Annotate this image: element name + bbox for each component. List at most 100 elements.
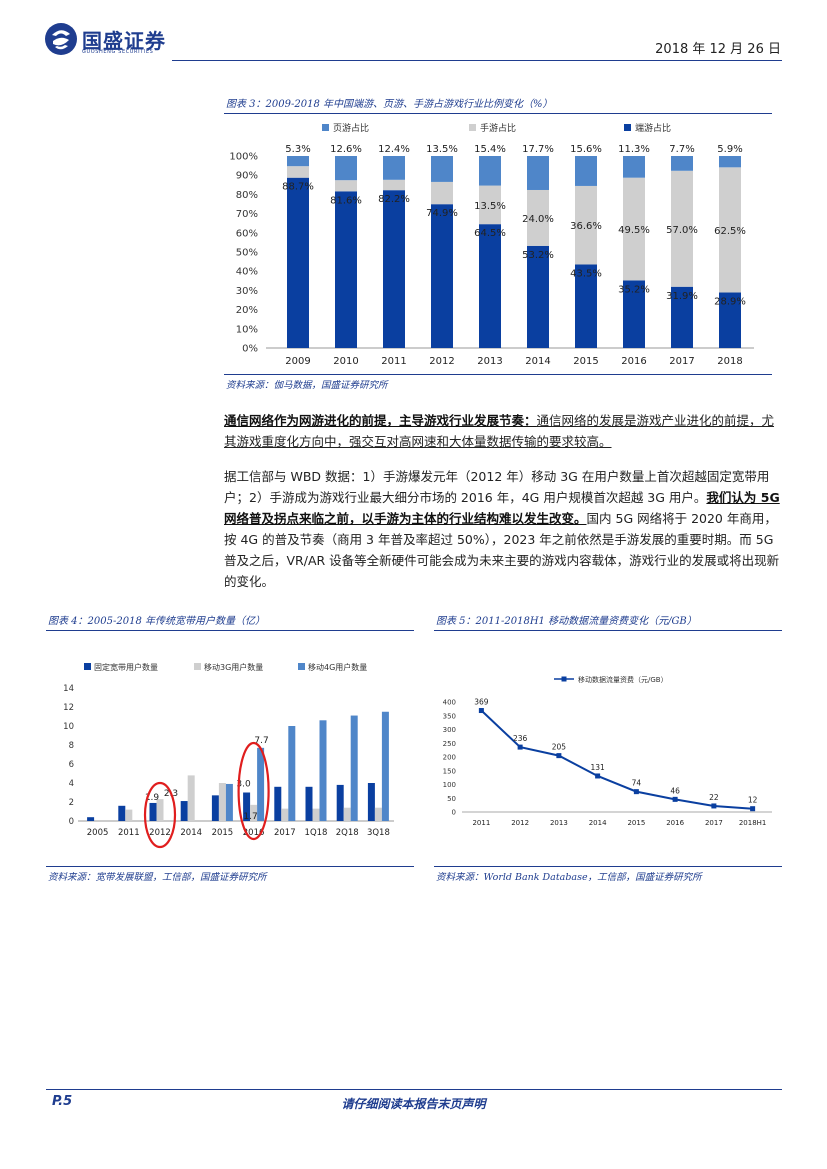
x-tick-label: 2015 bbox=[627, 819, 645, 827]
paragraph-5g-intro: 据工信部与 WBD 数据：1）手游爆发元年（2012 年）移动 3G 在用户数量… bbox=[224, 469, 770, 505]
bar bbox=[243, 792, 251, 821]
figure5-source: 资料来源：World Bank Database，工信部，国盛证券研究所 bbox=[436, 872, 702, 883]
legend-marker bbox=[561, 676, 567, 682]
data-label: 82.2% bbox=[378, 194, 410, 205]
figure3-stacked-bar-chart: 页游占比 手游占比 端游占比 0% 10% 20% 30% 40% 50% 60% 70% 80% 9… bbox=[229, 122, 754, 367]
paragraph-5g: 据工信部与 WBD 数据：1）手游爆发元年（2012 年）移动 3G 在用户数量… bbox=[224, 466, 780, 592]
data-label: 5.3% bbox=[285, 144, 310, 155]
bar bbox=[312, 808, 320, 821]
figure5-line-chart: 移动数据流量资费（元/GB） 050100150200250300350400 … bbox=[443, 675, 772, 827]
legend-swatch bbox=[469, 124, 476, 131]
bar-segment bbox=[383, 179, 405, 191]
x-tick-label: 2011 bbox=[472, 819, 490, 827]
bar-segment bbox=[335, 191, 357, 348]
x-tick-label: 2017 bbox=[705, 819, 723, 827]
x-tick-label: 2018H1 bbox=[739, 819, 767, 827]
y-tick-label: 2 bbox=[69, 798, 74, 808]
data-point bbox=[750, 806, 756, 812]
figure3-top-rule bbox=[224, 113, 772, 114]
x-tick-label: 2010 bbox=[333, 356, 358, 367]
y-tick-label: 4 bbox=[69, 779, 74, 789]
y-tick-label: 150 bbox=[443, 767, 456, 775]
x-tick-label: 2018 bbox=[717, 356, 742, 367]
x-tick-label: 2012 bbox=[511, 819, 529, 827]
data-label: 24.0% bbox=[522, 214, 554, 225]
guosheng-logo-icon bbox=[45, 23, 77, 55]
bar-segment bbox=[527, 245, 549, 348]
data-label: 31.9% bbox=[666, 291, 698, 302]
bar bbox=[305, 786, 313, 821]
data-point bbox=[633, 789, 639, 795]
figure4-top-rule bbox=[46, 630, 414, 631]
y-tick-label: 50% bbox=[236, 248, 258, 259]
figure4-bottom-rule bbox=[46, 866, 414, 867]
header-rule bbox=[172, 60, 782, 61]
bar bbox=[336, 784, 344, 821]
data-label: 74 bbox=[632, 779, 642, 788]
x-tick-label: 2015 bbox=[212, 828, 234, 838]
bar bbox=[187, 775, 195, 821]
y-tick-label: 10 bbox=[63, 722, 74, 732]
data-point bbox=[478, 708, 484, 714]
y-tick-label: 8 bbox=[69, 741, 74, 751]
page-number: P.5 bbox=[52, 1094, 73, 1109]
data-point bbox=[517, 744, 523, 750]
paragraph-5g-body: 国内 5G 网络将于 2020 年商用，按 4G 的普及节奏（商用 3 年普及率… bbox=[224, 511, 780, 589]
legend-swatch bbox=[298, 663, 305, 670]
legend-swatch bbox=[322, 124, 329, 131]
figure4-source: 资料来源：宽带发展联盟，工信部，国盛证券研究所 bbox=[48, 872, 267, 883]
y-tick-label: 30% bbox=[236, 286, 258, 297]
data-label: 49.5% bbox=[618, 225, 650, 236]
bar-segment bbox=[479, 156, 501, 186]
legend-label: 端游占比 bbox=[635, 122, 671, 134]
bar-segment bbox=[623, 280, 645, 348]
series-line bbox=[480, 709, 753, 810]
data-label: 15.6% bbox=[570, 144, 602, 155]
data-label: 15.4% bbox=[474, 144, 506, 155]
legend-label: 移动4G用户数量 bbox=[308, 662, 367, 672]
figure5-series-line bbox=[478, 708, 756, 812]
data-label: 12.4% bbox=[378, 144, 410, 155]
legend-label: 页游占比 bbox=[333, 122, 369, 134]
bar-segment bbox=[671, 286, 693, 348]
x-tick-label: 2012 bbox=[149, 828, 171, 838]
x-tick-label: 3Q18 bbox=[367, 828, 390, 838]
bar-segment bbox=[623, 156, 645, 178]
data-label: 205 bbox=[552, 743, 567, 752]
figure4-bar-chart: 固定宽带用户数量 移动3G用户数量 移动4G用户数量 0 2 4 6 8 10 12 14 1.9… bbox=[63, 662, 394, 849]
report-date: 2018 年 12 月 26 日 bbox=[655, 42, 781, 57]
data-label: 236 bbox=[513, 734, 528, 743]
x-tick-label: 2014 bbox=[525, 356, 550, 367]
figure4-legend: 固定宽带用户数量 移动3G用户数量 移动4G用户数量 bbox=[84, 662, 367, 672]
y-tick-label: 60% bbox=[236, 228, 258, 239]
bar-segment bbox=[287, 156, 309, 167]
x-tick-label: 2016 bbox=[621, 356, 646, 367]
bar-segment bbox=[335, 180, 357, 192]
figure4-bars bbox=[87, 711, 389, 821]
y-tick-label: 20% bbox=[236, 305, 258, 316]
highlight-ring bbox=[143, 781, 177, 849]
bar bbox=[367, 783, 375, 821]
data-label: 74.9% bbox=[426, 208, 458, 219]
data-label: 43.5% bbox=[570, 268, 602, 279]
bar bbox=[281, 808, 289, 821]
bar-segment bbox=[383, 190, 405, 348]
data-label: 131 bbox=[590, 763, 605, 772]
x-tick-label: 2011 bbox=[381, 356, 406, 367]
y-tick-label: 0 bbox=[452, 809, 456, 817]
figure5-y-axis: 0 50 100 150 200 250 300 350 400 bbox=[443, 699, 772, 817]
bar bbox=[156, 799, 164, 821]
figure3-bottom-rule bbox=[224, 374, 772, 375]
data-label: 12 bbox=[748, 796, 758, 805]
paragraph-network-body: 通信网络的发展是游戏产业进化的前提，尤其游戏重度化方向中，强交互对高网速和大体量… bbox=[224, 413, 775, 449]
figure5-bottom-rule bbox=[434, 866, 782, 867]
x-tick-label: 2017 bbox=[669, 356, 694, 367]
legend-label: 固定宽带用户数量 bbox=[94, 662, 158, 672]
bar-segment bbox=[575, 185, 597, 265]
bar bbox=[218, 783, 226, 821]
bar-segment bbox=[431, 156, 453, 182]
y-tick-label: 200 bbox=[443, 754, 456, 762]
x-tick-label: 2016 bbox=[243, 828, 265, 838]
legend-swatch bbox=[624, 124, 631, 131]
figure5-legend: 移动数据流量资费（元/GB） bbox=[554, 675, 668, 684]
